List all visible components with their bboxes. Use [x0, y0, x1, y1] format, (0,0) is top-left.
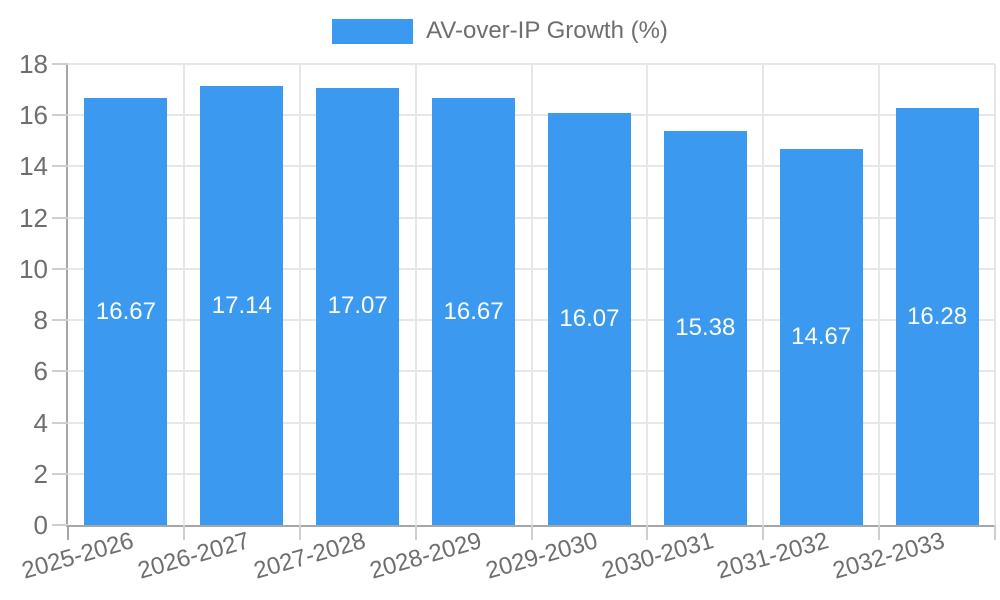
y-axis-tick	[52, 216, 68, 219]
bar: 16.67	[432, 98, 516, 525]
gridline-vertical	[646, 64, 649, 525]
bar: 16.28	[895, 108, 979, 525]
bar: 17.14	[200, 86, 284, 525]
y-axis-tick-label: 2	[33, 458, 48, 489]
legend-label: AV-over-IP Growth (%)	[426, 17, 668, 44]
y-axis-tick-label: 8	[33, 305, 48, 336]
x-axis-tick	[878, 525, 881, 540]
x-axis-tick	[67, 525, 69, 540]
x-axis-tick	[530, 525, 533, 540]
bar-value-label: 16.67	[443, 297, 504, 325]
x-axis-tick	[182, 525, 185, 540]
y-axis-tick	[52, 421, 68, 424]
bar: 16.67	[84, 98, 168, 525]
bar: 16.07	[547, 113, 631, 525]
bar-value-label: 16.07	[559, 305, 620, 333]
y-axis-tick	[52, 472, 68, 475]
bar-value-label: 16.67	[95, 297, 156, 325]
y-axis-tick-label: 0	[33, 510, 48, 540]
legend-swatch	[332, 18, 414, 44]
x-axis-tick	[994, 525, 996, 540]
y-axis-tick-label: 12	[19, 202, 48, 233]
y-axis-tick-label: 10	[19, 253, 48, 284]
bar: 17.07	[316, 87, 400, 525]
x-axis-tick-label: 2029-2030	[482, 527, 601, 585]
x-axis-tick	[646, 525, 649, 540]
bar-value-label: 15.38	[675, 314, 736, 342]
plot-area: 16.67 17.14 17.07 16.67 16.07 15.38 14.67 16.28	[66, 63, 996, 527]
y-axis-tick	[52, 370, 68, 373]
gridline-vertical	[182, 64, 185, 525]
x-axis-tick-label: 2030-2031	[598, 527, 717, 585]
bar-value-label: 16.28	[907, 302, 968, 330]
gridline-vertical	[994, 64, 996, 525]
x-axis-tick	[762, 525, 765, 540]
y-axis-tick	[52, 267, 68, 270]
y-axis-tick-label: 18	[19, 49, 48, 79]
bar-value-label: 14.67	[791, 323, 852, 351]
y-axis-tick-label: 14	[19, 151, 48, 182]
y-axis-tick-label: 6	[33, 356, 48, 387]
gridline-vertical	[762, 64, 765, 525]
y-axis-tick	[52, 319, 68, 322]
x-axis-tick-label: 2031-2032	[714, 527, 833, 585]
x-axis-tick	[298, 525, 301, 540]
x-axis-tick-label: 2028-2029	[366, 527, 485, 585]
legend: AV-over-IP Growth (%)	[0, 17, 1000, 45]
x-axis-tick	[414, 525, 417, 540]
y-axis-tick	[52, 63, 68, 65]
y-axis-tick-label: 16	[19, 100, 48, 131]
gridline-vertical	[878, 64, 881, 525]
y-axis-tick	[52, 114, 68, 117]
bar: 15.38	[663, 131, 747, 525]
gridline-vertical	[298, 64, 301, 525]
y-axis-tick	[52, 165, 68, 168]
bar-value-label: 17.07	[327, 292, 388, 320]
y-axis-tick-label: 4	[33, 407, 48, 438]
bar-value-label: 17.14	[211, 291, 272, 319]
gridline-vertical	[414, 64, 417, 525]
x-axis-tick-label: 2032-2033	[830, 527, 948, 585]
x-axis-tick-label: 2026-2027	[134, 527, 253, 585]
bar: 14.67	[779, 149, 863, 525]
x-axis-tick-label: 2027-2028	[250, 527, 369, 585]
gridline-vertical	[530, 64, 533, 525]
y-axis-tick	[52, 524, 68, 526]
